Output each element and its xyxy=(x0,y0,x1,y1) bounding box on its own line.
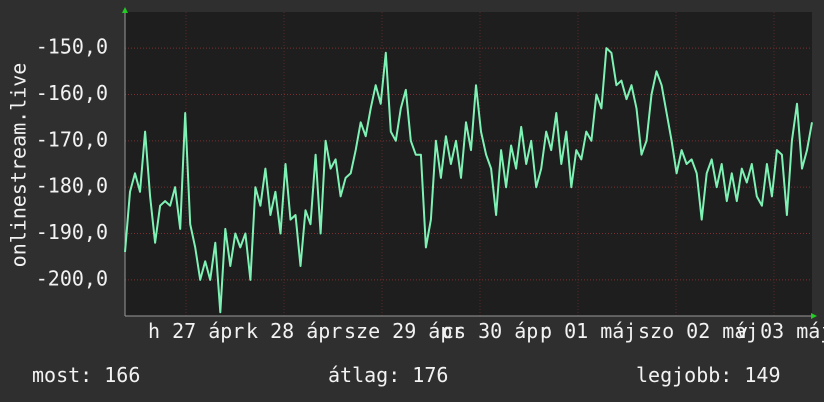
x-tick-label: h 27 ápr xyxy=(148,319,244,343)
y-arrow xyxy=(122,7,128,13)
x-tick-label: szo 02 máj xyxy=(638,319,758,343)
data-line xyxy=(124,47,813,314)
y-tick-label: -180,0 xyxy=(36,174,108,198)
grid xyxy=(125,12,812,316)
footer-current: most: 166 xyxy=(32,363,140,387)
x-tick-label: p 01 máj xyxy=(540,319,636,343)
x-tick-label: cs 30 ápr xyxy=(442,319,550,343)
y-tick-label: -190,0 xyxy=(36,220,108,244)
y-tick-label: -150,0 xyxy=(36,35,108,59)
x-arrow xyxy=(811,313,817,319)
plot-area xyxy=(125,12,812,316)
y-tick-label: -160,0 xyxy=(36,81,108,105)
footer-best: legjobb: 149 xyxy=(636,363,781,387)
y-tick-label: -200,0 xyxy=(36,266,108,290)
y-tick-label: -170,0 xyxy=(36,127,108,151)
x-tick-label: sze 29 ápr xyxy=(344,319,464,343)
x-tick-label: k 28 ápr xyxy=(246,319,342,343)
y-axis-label: onlinestream.live xyxy=(7,63,31,268)
x-tick-label: v 03 máj xyxy=(736,319,824,343)
footer-average: átlag: 176 xyxy=(328,363,448,387)
